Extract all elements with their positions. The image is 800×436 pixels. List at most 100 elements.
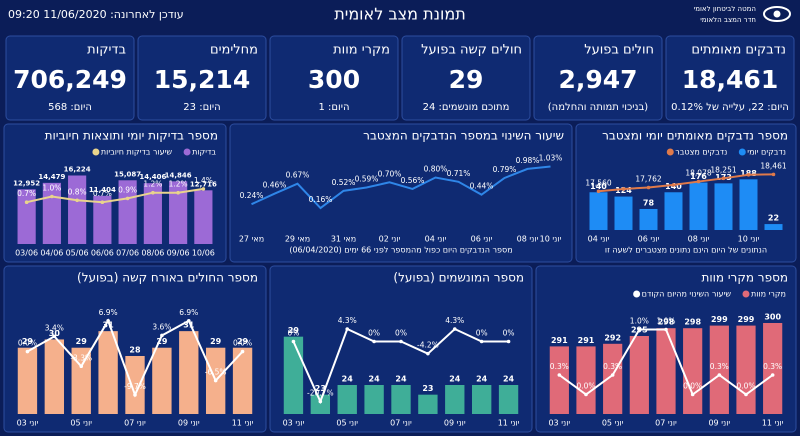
bar xyxy=(17,347,38,414)
bar-label: 29 xyxy=(210,337,222,346)
legend-swatch xyxy=(92,148,100,156)
bar-label: 24 xyxy=(449,375,461,384)
line-point xyxy=(25,349,30,354)
bar xyxy=(763,323,783,414)
line-label: 0.56% xyxy=(401,176,425,185)
x-tick-label: 06 יוני xyxy=(471,235,493,244)
bar xyxy=(169,181,188,244)
x-tick-label: 10/06 xyxy=(192,249,215,258)
line-point xyxy=(201,187,206,191)
bar xyxy=(614,196,633,230)
card-sub: (בניכוי תמותה והחלמה) xyxy=(548,102,649,113)
bar-label: 11,404 xyxy=(89,186,116,194)
x-tick-label: 08/06 xyxy=(141,249,164,258)
bar xyxy=(179,331,199,414)
line-label: 0.46% xyxy=(263,181,287,190)
line-label: 0.3% xyxy=(550,362,569,371)
line-label: 0% xyxy=(476,329,488,338)
bar xyxy=(364,385,384,414)
x-tick-label: 09 יוני xyxy=(444,419,466,428)
logo xyxy=(763,6,791,22)
bar-label: 299 xyxy=(711,315,728,324)
line-label: 0.16% xyxy=(309,195,333,204)
x-tick-label: 03/06 xyxy=(15,249,38,258)
line-label: -6.5% xyxy=(205,368,227,377)
page-title: תמונת מצב לאומית xyxy=(334,5,466,24)
line-label: 0.7% xyxy=(93,189,112,198)
logo-pupil xyxy=(773,10,781,18)
legend-swatch xyxy=(666,148,674,156)
line-label: 0.70% xyxy=(378,169,402,178)
bar xyxy=(44,339,65,414)
line-point xyxy=(696,179,701,184)
bar-label: 299 xyxy=(738,315,755,324)
bar-label: 176 xyxy=(690,172,707,181)
line-point xyxy=(133,393,137,397)
line-label: 0.7% xyxy=(17,189,36,198)
line-point xyxy=(186,318,191,323)
line-label: 4.3% xyxy=(445,316,464,325)
line xyxy=(598,173,774,193)
bar-label: 24 xyxy=(342,375,354,384)
line xyxy=(251,165,551,210)
line-point xyxy=(345,327,350,331)
line-label: 0.79% xyxy=(493,165,517,174)
bar xyxy=(471,385,492,414)
updated-time: עודכן לאחרונה: 11/06/2020 09:20 xyxy=(8,8,184,21)
x-tick-label: 02 יוני xyxy=(379,235,401,244)
bar xyxy=(589,192,608,230)
line-label: 0.8% xyxy=(68,187,87,196)
line-point xyxy=(744,392,748,397)
legend-label: בדיקות xyxy=(192,148,216,157)
bar-label: 24 xyxy=(476,375,488,384)
bar-label: 23 xyxy=(422,384,433,393)
bar-label: 291 xyxy=(551,336,568,345)
bar xyxy=(656,328,676,414)
line-label: 0.0% xyxy=(736,382,755,391)
card-value: 29 xyxy=(449,65,484,94)
bar xyxy=(639,208,658,230)
line-point xyxy=(717,373,722,377)
line-point xyxy=(506,339,511,344)
bar-label: 16,224 xyxy=(64,165,91,173)
line-label: 0.59% xyxy=(355,175,379,184)
bar-label: 29 xyxy=(156,337,168,346)
x-tick-label: 08 יוני xyxy=(517,235,539,244)
line-label: 0.0% xyxy=(683,382,702,391)
bar xyxy=(310,394,331,414)
bar-label: 29 xyxy=(237,337,249,346)
line-point xyxy=(646,185,651,190)
chart-note: מספר הנדבקים היום כפול מהמספר לפני 66 ימ… xyxy=(289,246,512,255)
line-label: 0.44% xyxy=(470,182,494,191)
x-tick-label: 04 יוני xyxy=(425,235,447,244)
bar-label: 15,087 xyxy=(114,170,141,178)
legend-swatch xyxy=(633,290,641,298)
x-tick-label: 05/06 xyxy=(66,249,89,258)
line-label: 1.0% xyxy=(42,184,61,193)
card-sub: מתוכם מונשמים: 24 xyxy=(423,102,510,113)
bar xyxy=(93,195,112,244)
bar xyxy=(629,336,649,414)
x-tick-label: 07 יוני xyxy=(390,419,412,428)
line-label: 1.0% xyxy=(630,317,649,326)
bar-label: 298 xyxy=(684,318,701,327)
bar xyxy=(739,179,758,230)
line-label: 1.0% xyxy=(656,317,675,326)
chart-title: מספר החולים באורח קשה (בפועל) xyxy=(77,271,258,285)
bar-label: 14,479 xyxy=(38,173,65,181)
bar-label: 24 xyxy=(369,375,381,384)
line-label: 0.9% xyxy=(118,185,137,194)
bar-label: 140 xyxy=(590,182,607,191)
bar xyxy=(194,190,213,244)
card xyxy=(5,35,135,121)
panel xyxy=(3,265,267,433)
line-point xyxy=(426,351,430,356)
line-label: 3.6% xyxy=(152,322,171,331)
line-label: 1.03% xyxy=(539,154,563,163)
legend-swatch xyxy=(742,290,750,298)
x-tick-label: 10 יוני xyxy=(540,235,562,244)
bar xyxy=(232,347,253,414)
card-value: 706,249 xyxy=(13,65,127,94)
bar-label: 291 xyxy=(578,336,595,345)
x-tick-label: 11 יוני xyxy=(762,419,784,428)
